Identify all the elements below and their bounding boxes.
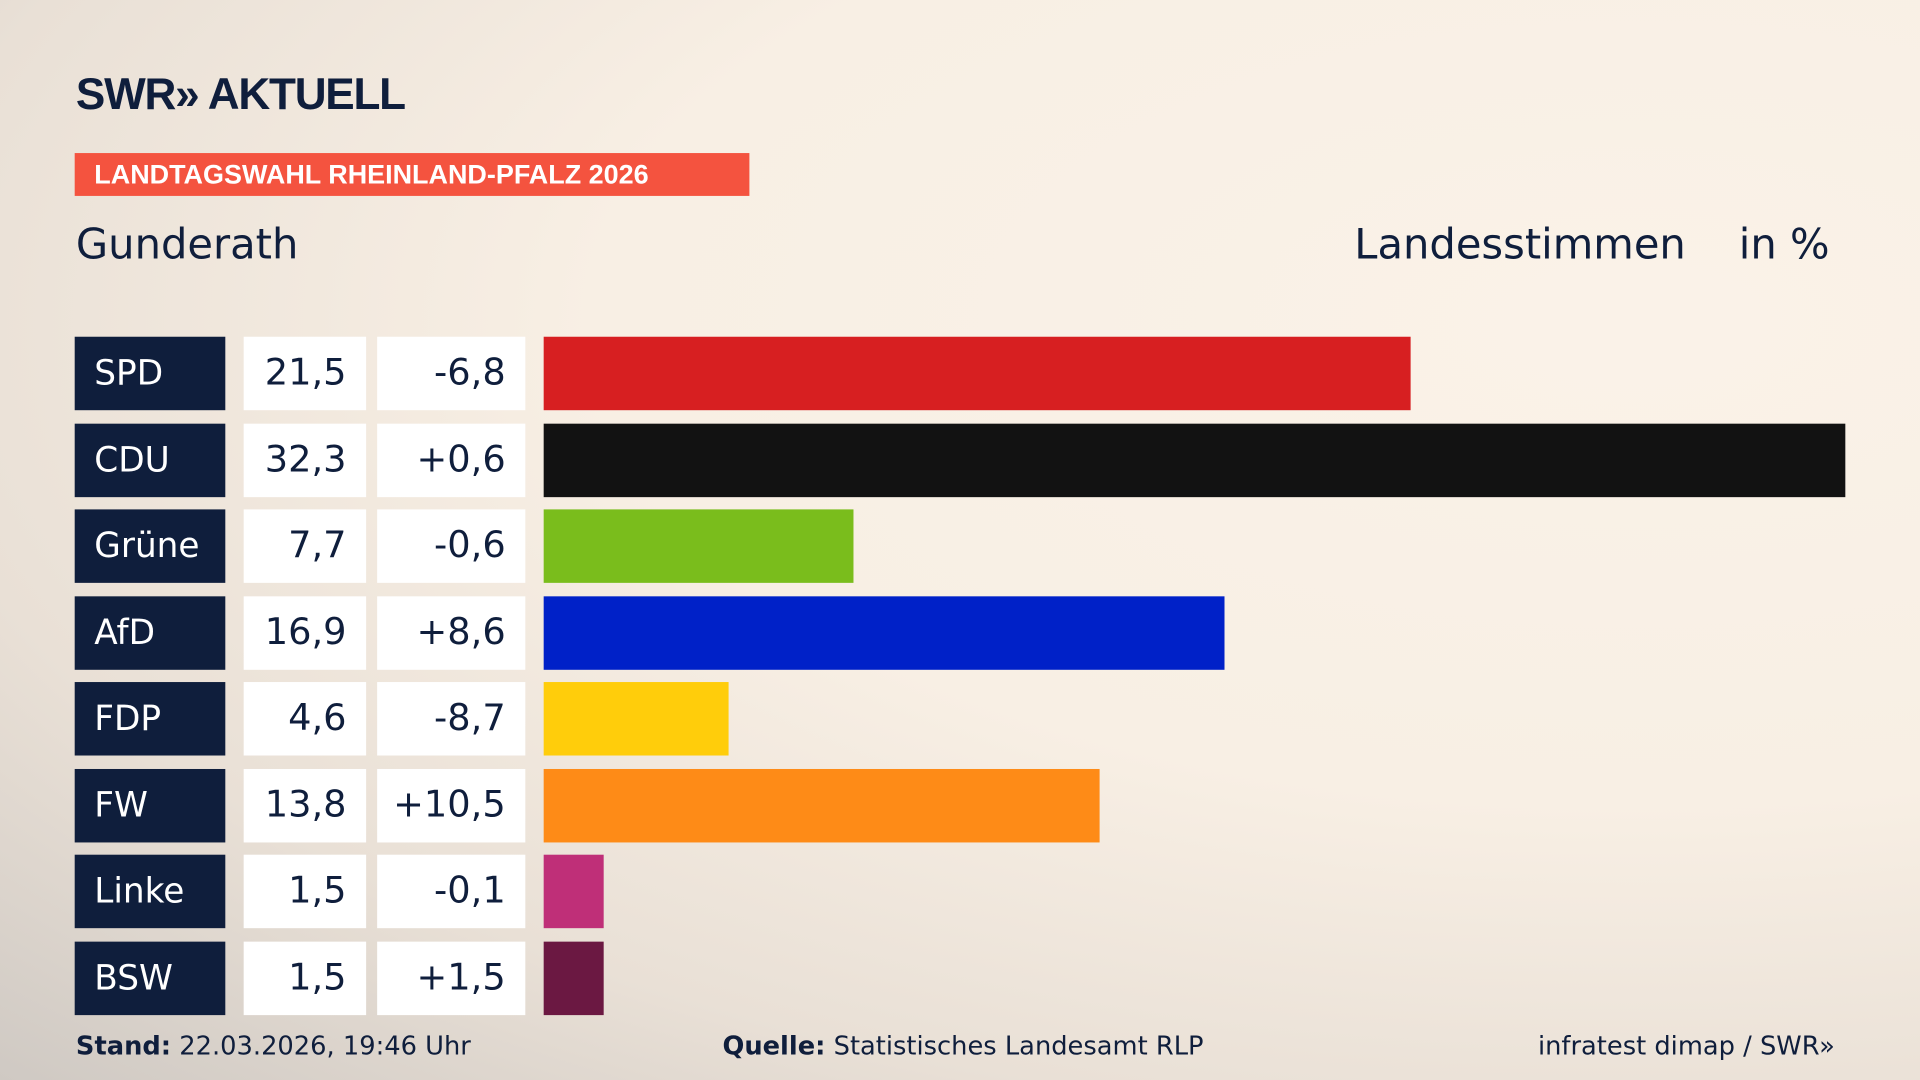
party-label: CDU <box>74 423 226 497</box>
value-label: 16,9 <box>243 595 367 670</box>
diff-label: +0,6 <box>377 423 526 497</box>
bar <box>543 595 1225 670</box>
place-title: Gunderath <box>75 220 299 270</box>
value-label: 4,6 <box>243 682 367 756</box>
party-label: Linke <box>74 854 226 929</box>
election-badge: LANDTAGSWAHL RHEINLAND-PFALZ 2026 <box>74 153 750 196</box>
bar <box>543 768 1100 842</box>
bar <box>543 423 1846 497</box>
bar <box>543 682 730 756</box>
stand-value: 22.03.2026, 19:46 Uhr <box>179 1031 471 1061</box>
value-label: 1,5 <box>243 854 367 929</box>
diff-label: -8,7 <box>377 682 526 756</box>
source-label: Quelle: <box>722 1031 826 1061</box>
value-label: 1,5 <box>243 941 367 1015</box>
bar <box>543 854 605 929</box>
party-label: FW <box>74 768 226 842</box>
party-label: AfD <box>74 595 226 670</box>
diff-label: +10,5 <box>377 768 526 842</box>
party-label: SPD <box>74 336 226 411</box>
value-label: 32,3 <box>243 423 367 497</box>
swr-aktuell-logo: SWR» AKTUELL <box>75 68 406 119</box>
credit: infratest dimap / SWR» <box>1537 1031 1835 1061</box>
value-label: 13,8 <box>243 768 367 842</box>
source: Quelle: Statistisches Landesamt RLP <box>722 1031 1203 1060</box>
measure-label: Landesstimmen <box>1354 220 1686 270</box>
timestamp: Stand: 22.03.2026, 19:46 Uhr <box>76 1031 471 1060</box>
value-label: 21,5 <box>243 336 367 411</box>
bar <box>543 509 854 583</box>
unit-label: in % <box>1738 220 1830 270</box>
party-label: Grüne <box>74 509 226 583</box>
bar <box>543 336 1411 411</box>
diff-label: -0,1 <box>377 854 526 929</box>
stand-label: Stand: <box>75 1031 172 1061</box>
source-value: Statistisches Landesamt RLP <box>833 1031 1204 1061</box>
party-label: BSW <box>74 941 226 1015</box>
diff-label: +8,6 <box>377 595 526 670</box>
value-label: 7,7 <box>243 509 367 583</box>
diff-label: -6,8 <box>377 336 526 411</box>
bar <box>543 941 605 1015</box>
diff-label: -0,6 <box>377 509 526 583</box>
party-label: FDP <box>74 682 226 756</box>
diff-label: +1,5 <box>377 941 526 1015</box>
